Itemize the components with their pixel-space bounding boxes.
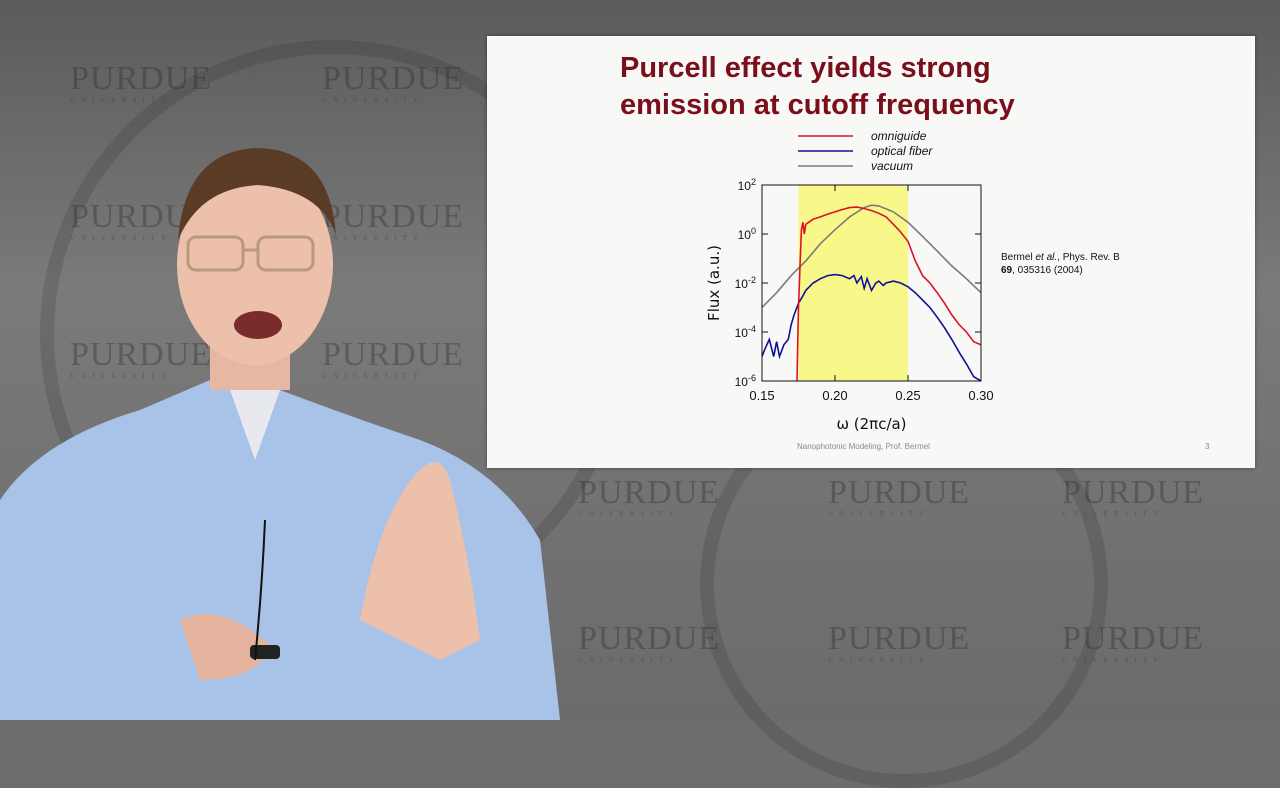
watermark-text: PURDUE [828,474,971,511]
x-tick-label: 0.30 [968,388,993,403]
purdue-watermark: PURDUE UNIVERSITY [322,198,464,242]
watermark-text: PURDUE [1062,474,1205,511]
watermark-text: PURDUE [578,620,721,657]
legend-label: optical fiber [871,144,933,158]
watermark-subtext: UNIVERSITY [70,96,172,104]
purdue-watermark: PURDUE UNIVERSITY [322,336,464,380]
purdue-watermark: PURDUE UNIVERSITY [70,60,212,104]
citation: Bermel et al., Phys. Rev. B 69, 035316 (… [1001,251,1120,277]
watermark-text: PURDUE [70,336,213,373]
watermark-subtext: UNIVERSITY [828,656,930,664]
purdue-watermark: PURDUE UNIVERSITY [578,620,720,664]
watermark-text: PURDUE [1062,620,1205,657]
presentation-slide: Purcell effect yields strong emission at… [487,36,1255,468]
citation-author: Bermel [1001,252,1036,263]
slide-title: Purcell effect yields strong emission at… [620,52,1015,121]
purdue-watermark: PURDUE UNIVERSITY [322,60,464,104]
watermark-subtext: UNIVERSITY [70,372,172,380]
flux-chart: 0.15 0.20 0.25 0.30 102 100 10-2 10-4 10-6 ω (2πc… [705,129,994,433]
watermark-text: PURDUE [322,198,465,235]
watermark-subtext: UNIVERSITY [578,656,680,664]
watermark-text: PURDUE [322,60,465,97]
citation-volume: 69 [1001,265,1013,276]
purdue-watermark: PURDUE UNIVERSITY [828,474,970,518]
watermark-text: PURDUE [578,474,721,511]
purdue-watermark: PURDUE UNIVERSITY [70,336,212,380]
x-tick-label: 0.15 [749,388,774,403]
x-tick-label: 0.25 [895,388,920,403]
series-line-optical-fiber [761,273,982,382]
watermark-subtext: UNIVERSITY [322,372,424,380]
x-tick-label: 0.20 [822,388,847,403]
purdue-watermark: PURDUE UNIVERSITY [1062,620,1204,664]
watermark-subtext: UNIVERSITY [70,234,172,242]
citation-journal: , Phys. Rev. B [1057,252,1120,263]
watermark-subtext: UNIVERSITY [322,234,424,242]
purdue-watermark: PURDUE UNIVERSITY [828,620,970,664]
citation-line-2: 69, 035316 (2004) [1001,264,1120,277]
presenter-figure [0,148,560,720]
y-tick-label: 10-2 [735,275,756,291]
legend-label: omniguide [871,129,927,143]
purdue-watermark: PURDUE UNIVERSITY [578,474,720,518]
citation-pages: , 035316 (2004) [1012,265,1083,276]
y-axis-label: Flux (a.u.) [705,245,723,321]
citation-line-1: Bermel et al., Phys. Rev. B [1001,251,1120,264]
watermark-subtext: UNIVERSITY [578,510,680,518]
y-tick-label: 102 [738,177,756,193]
purdue-watermark: PURDUE UNIVERSITY [1062,474,1204,518]
watermark-text: PURDUE [70,60,213,97]
watermark-subtext: UNIVERSITY [322,96,424,104]
slide-page-number: 3 [1205,442,1210,451]
y-tick-label: 10-6 [735,373,756,389]
watermark-subtext: UNIVERSITY [1062,656,1164,664]
series-line-vacuum [761,204,982,309]
legend-label: vacuum [871,159,913,173]
citation-etal: et al. [1035,252,1058,263]
y-tick-label: 100 [738,226,756,242]
watermark-subtext: UNIVERSITY [828,510,930,518]
watermark-text: PURDUE [322,336,465,373]
x-axis-label: ω (2πc/a) [836,415,906,433]
watermark-text: PURDUE [828,620,971,657]
slide-footer: Nanophotonic Modeling, Prof. Bermel [797,442,930,451]
series-line-omniguide [796,206,982,382]
watermark-subtext: UNIVERSITY [1062,510,1164,518]
y-tick-label: 10-4 [735,324,756,340]
